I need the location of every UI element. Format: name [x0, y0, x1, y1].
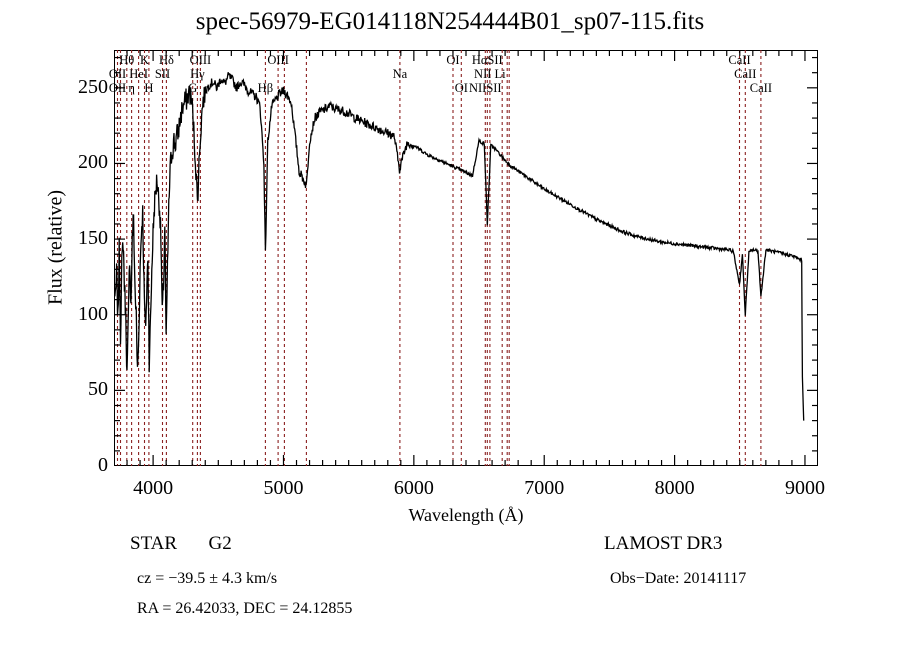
y-tick-labels: 0 50 100 150 200 250	[44, 0, 108, 649]
spectral-line-label: OI	[454, 81, 468, 95]
spectral-line-label: OIII	[189, 53, 212, 67]
y-tick-label: 250	[78, 75, 108, 98]
spectral-line-label: CaII	[728, 53, 751, 67]
axis-tick-group	[114, 50, 818, 466]
spectral-line-label: Hγ	[190, 67, 205, 81]
x-tick-label: 6000	[393, 477, 434, 499]
x-axis-label: Wavelength (Å)	[408, 505, 524, 525]
spectral-line-label: HeI	[129, 67, 148, 81]
spectral-line-label: K	[139, 53, 150, 67]
spectral-line-label: OIII	[267, 53, 289, 67]
spectral-line-label: Hβ	[257, 81, 274, 95]
spectral-line-label: OII	[108, 81, 127, 95]
line-marker-group	[116, 50, 762, 466]
y-tick-label: 200	[78, 151, 108, 174]
spectral-line-label: OII	[108, 67, 127, 81]
spectral-line-label: NIISII	[468, 81, 502, 95]
spectral-line-label: η	[128, 81, 135, 95]
y-tick-label: 150	[78, 227, 108, 250]
info-class: STAR G2	[130, 533, 232, 555]
info-survey: LAMOST DR3	[604, 533, 723, 554]
x-tick-label: 9000	[784, 477, 825, 499]
object-subclass: G2	[208, 533, 232, 554]
y-tick-label: 0	[98, 454, 108, 476]
spectral-line-label: G	[188, 81, 198, 95]
info-coords: RA = 26.42033, DEC = 24.12855	[137, 600, 353, 617]
spectral-line-label: OI	[446, 53, 460, 67]
y-tick-label: 50	[88, 378, 108, 401]
object-class: STAR	[130, 533, 178, 554]
x-tick-label: 5000	[263, 477, 304, 499]
page-title: spec-56979-EG014118N254444B01_sp07-115.f…	[195, 8, 705, 35]
spectral-line-label: Hδ	[158, 53, 174, 67]
spectrum-canvas	[114, 50, 818, 466]
x-tick-label: 7000	[524, 477, 565, 499]
y-axis-label: Flux (relative)	[44, 190, 67, 305]
y-tick-label: 100	[78, 302, 108, 325]
spectral-line-label: NII Li	[474, 67, 506, 81]
spectral-line-label: CaII	[734, 67, 757, 81]
info-obsdate: Obs−Date: 20141117	[610, 570, 747, 587]
spectral-line-label: H	[144, 81, 154, 95]
x-tick-label: 4000	[133, 477, 174, 499]
spectral-line-label: Na	[392, 67, 408, 81]
spectral-line-label: SII	[154, 67, 171, 81]
spectral-line-label: Hθ	[119, 53, 135, 67]
x-tick-label: 8000	[654, 477, 695, 499]
spectral-line-label: HαSII	[471, 53, 503, 67]
spectral-line-label: CaII	[749, 81, 772, 95]
info-cz: cz = −39.5 ± 4.3 km/s	[137, 570, 278, 587]
spectrum-curve	[114, 72, 805, 421]
